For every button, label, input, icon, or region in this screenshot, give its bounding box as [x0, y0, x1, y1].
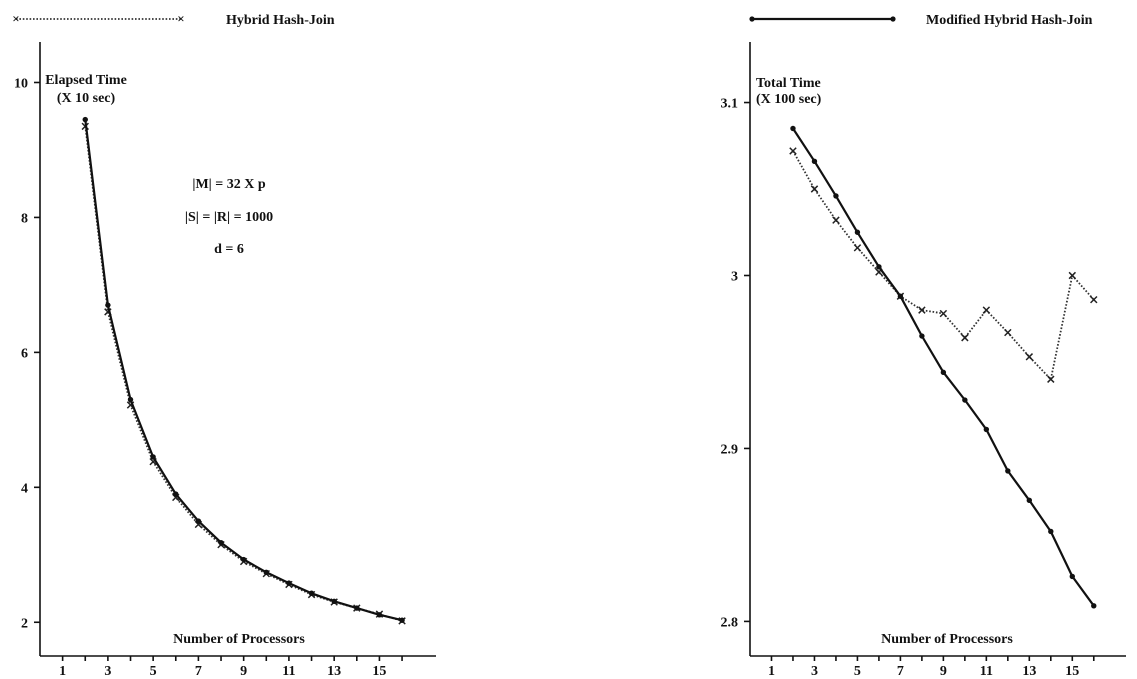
param-memory: |M| = 32 X p	[192, 177, 265, 192]
right-point-hybrid	[789, 147, 797, 155]
right-point-modified-hybrid	[897, 293, 904, 299]
right-point-modified-hybrid	[962, 397, 968, 403]
right-series-modified-hybrid-line	[792, 127, 1095, 607]
right-point-modified-hybrid	[854, 229, 861, 235]
right-ylabel-line2: (X 100 sec)	[756, 92, 822, 107]
left-point-modified-hybrid	[354, 605, 360, 611]
right-point-hybrid	[1090, 295, 1098, 304]
right-xlabel: Number of Processors	[881, 632, 1013, 647]
right-point-hybrid	[1068, 271, 1077, 280]
right-point-modified-hybrid	[983, 426, 990, 433]
left-series-hybrid-line	[84, 126, 403, 622]
right-xtick-label: 9	[940, 664, 947, 679]
right-point-modified-hybrid	[876, 264, 882, 270]
param-relation-size: |S| = |R| = 1000	[185, 210, 273, 225]
parameters-annotation: |M| = 32 X p |S| = |R| = 1000 d = 6	[185, 177, 273, 257]
left-point-modified-hybrid	[240, 556, 247, 563]
left-ylabel-line1: Elapsed Time	[45, 73, 127, 88]
legend: × × Hybrid Hash-Join Modified Hybrid Has…	[12, 11, 1092, 28]
legend-dotted-marker-right: ×	[177, 11, 184, 26]
left-point-modified-hybrid	[218, 539, 224, 546]
right-point-hybrid	[918, 306, 926, 314]
legend-solid: Modified Hybrid Hash-Join	[749, 13, 1093, 28]
left-ytick-label: 8	[21, 211, 28, 226]
right-point-hybrid	[1004, 328, 1012, 337]
left-xtick-label: 9	[240, 664, 247, 679]
left-point-modified-hybrid	[127, 396, 134, 403]
left-series-modified-hybrid-line	[84, 119, 403, 622]
chart-elapsed-time: Elapsed Time (X 10 sec) Number of Proces…	[14, 42, 436, 679]
legend-solid-marker-right	[890, 16, 896, 22]
right-point-hybrid	[961, 334, 969, 342]
right-ytick-label: 2.9	[721, 442, 739, 457]
left-point-modified-hybrid	[173, 491, 179, 497]
right-point-modified-hybrid	[1091, 603, 1097, 609]
right-xtick-label: 7	[897, 664, 904, 679]
right-xtick-label: 15	[1065, 664, 1079, 679]
right-point-hybrid	[982, 306, 991, 314]
left-xtick-label: 11	[282, 664, 295, 679]
right-ytick-label: 3.1	[721, 97, 739, 112]
right-ylabel-line1: Total Time	[756, 76, 821, 91]
left-point-modified-hybrid	[82, 116, 88, 123]
right-point-modified-hybrid	[919, 333, 925, 339]
right-ytick-label: 3	[731, 269, 738, 284]
right-point-modified-hybrid	[833, 193, 839, 199]
left-ytick-label: 4	[21, 481, 28, 496]
right-point-hybrid	[853, 244, 862, 252]
param-d: d = 6	[214, 242, 244, 257]
left-ytick-label: 10	[14, 76, 28, 91]
left-point-modified-hybrid	[331, 598, 337, 605]
legend-dotted: × × Hybrid Hash-Join	[12, 11, 334, 28]
left-ytick-label: 2	[21, 616, 28, 631]
left-xtick-label: 13	[327, 664, 341, 679]
left-point-modified-hybrid	[399, 617, 405, 623]
left-xtick-label: 15	[372, 664, 386, 679]
right-point-hybrid	[832, 216, 840, 224]
left-point-modified-hybrid	[286, 580, 292, 586]
legend-dotted-marker-left: ×	[12, 11, 19, 26]
right-point-modified-hybrid	[1048, 528, 1054, 535]
left-ytick-label: 6	[21, 346, 28, 361]
legend-solid-marker-left	[749, 16, 755, 22]
left-point-modified-hybrid	[263, 569, 269, 576]
left-point-modified-hybrid	[308, 590, 315, 596]
left-point-modified-hybrid	[195, 518, 202, 524]
left-point-modified-hybrid	[376, 612, 383, 618]
right-xtick-label: 11	[980, 664, 993, 679]
right-point-modified-hybrid	[940, 369, 947, 376]
legend-dotted-label: Hybrid Hash-Join	[226, 13, 335, 28]
right-point-hybrid	[810, 185, 819, 193]
right-point-modified-hybrid	[811, 158, 818, 165]
right-point-modified-hybrid	[1069, 573, 1075, 580]
right-ytick-label: 2.8	[721, 615, 739, 630]
chart-total-time: Total Time (X 100 sec) Number of Process…	[721, 42, 1126, 679]
legend-solid-label: Modified Hybrid Hash-Join	[926, 13, 1093, 28]
left-xtick-label: 7	[195, 664, 202, 679]
right-point-hybrid	[1047, 375, 1055, 383]
right-xtick-label: 13	[1022, 664, 1036, 679]
left-point-modified-hybrid	[105, 302, 111, 308]
left-xtick-label: 1	[59, 664, 66, 679]
left-ylabel-line2: (X 10 sec)	[57, 91, 116, 106]
left-xtick-label: 3	[104, 664, 111, 679]
right-xtick-label: 1	[768, 664, 775, 679]
left-point-modified-hybrid	[150, 454, 156, 460]
right-point-modified-hybrid	[1005, 468, 1011, 474]
right-xtick-label: 3	[811, 664, 818, 679]
right-point-modified-hybrid	[1026, 497, 1033, 504]
left-xlabel: Number of Processors	[173, 632, 305, 647]
right-point-hybrid	[939, 309, 948, 318]
right-point-modified-hybrid	[790, 125, 796, 132]
left-xtick-label: 5	[150, 664, 157, 679]
right-xtick-label: 5	[854, 664, 861, 679]
right-point-hybrid	[1025, 353, 1034, 361]
right-series-hybrid-line	[792, 150, 1095, 381]
